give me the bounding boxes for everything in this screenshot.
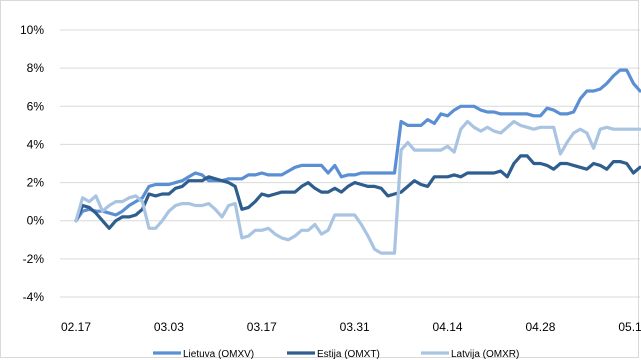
y-axis-ticks: -4% -2% 0% 2% 4% 6% 8% 10%: [20, 23, 44, 304]
x-tick-label: 04.28: [525, 320, 555, 334]
series-line-3: [74, 119, 641, 255]
y-tick-label: 10%: [20, 23, 44, 37]
legend-label: Latvija (OMXR): [451, 349, 519, 360]
y-tick-label: 0%: [27, 214, 45, 228]
x-tick-label: 04.14: [433, 320, 463, 334]
grid-lines: [60, 29, 640, 298]
y-tick-label: 8%: [27, 61, 45, 75]
legend-label: Estija (OMXT): [317, 349, 380, 360]
y-tick-label: 4%: [27, 137, 45, 151]
y-tick-label: -4%: [23, 290, 45, 304]
y-tick-label: -2%: [23, 252, 45, 266]
x-tick-label: 05.12: [618, 320, 641, 334]
y-tick-label: 6%: [27, 99, 45, 113]
series-line-1: [74, 68, 641, 223]
series-lines: [74, 68, 641, 255]
legend-label: Lietuva (OMXV): [183, 349, 254, 360]
x-tick-label: 02.17: [61, 320, 91, 334]
series-line-2: [74, 154, 641, 230]
x-axis-ticks: 02.17 03.03 03.17 03.31 04.14 04.28 05.12: [61, 320, 641, 334]
legend: Lietuva (OMXV) Estija (OMXT) Latvija (OMXR…: [153, 349, 519, 360]
x-tick-label: 03.17: [247, 320, 277, 334]
y-tick-label: 2%: [27, 176, 45, 190]
x-tick-label: 03.31: [340, 320, 370, 334]
x-tick-label: 03.03: [154, 320, 184, 334]
